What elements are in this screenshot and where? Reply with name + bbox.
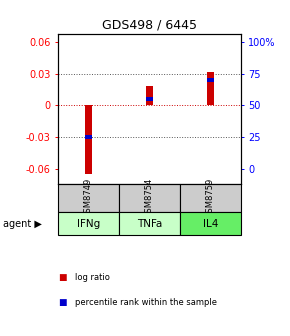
Bar	[146, 97, 153, 101]
Text: IL4: IL4	[202, 218, 218, 228]
Title: GDS498 / 6445: GDS498 / 6445	[102, 18, 197, 31]
Text: GSM8749: GSM8749	[84, 178, 93, 218]
Text: ■: ■	[58, 273, 66, 282]
Bar	[206, 72, 214, 106]
Text: percentile rank within the sample: percentile rank within the sample	[75, 298, 218, 307]
Text: GSM8759: GSM8759	[206, 178, 215, 218]
Text: TNFa: TNFa	[137, 218, 162, 228]
Bar	[119, 212, 180, 235]
Text: agent ▶: agent ▶	[3, 218, 42, 228]
Bar	[206, 78, 214, 82]
Bar	[146, 86, 153, 106]
Text: log ratio: log ratio	[75, 273, 110, 282]
Bar	[58, 212, 119, 235]
Text: GSM8754: GSM8754	[145, 178, 154, 218]
Bar	[58, 184, 119, 212]
Text: ■: ■	[58, 298, 66, 307]
Bar	[180, 212, 241, 235]
Bar	[85, 135, 92, 139]
Bar	[85, 106, 92, 174]
Bar	[119, 184, 180, 212]
Text: IFNg: IFNg	[77, 218, 100, 228]
Bar	[180, 184, 241, 212]
